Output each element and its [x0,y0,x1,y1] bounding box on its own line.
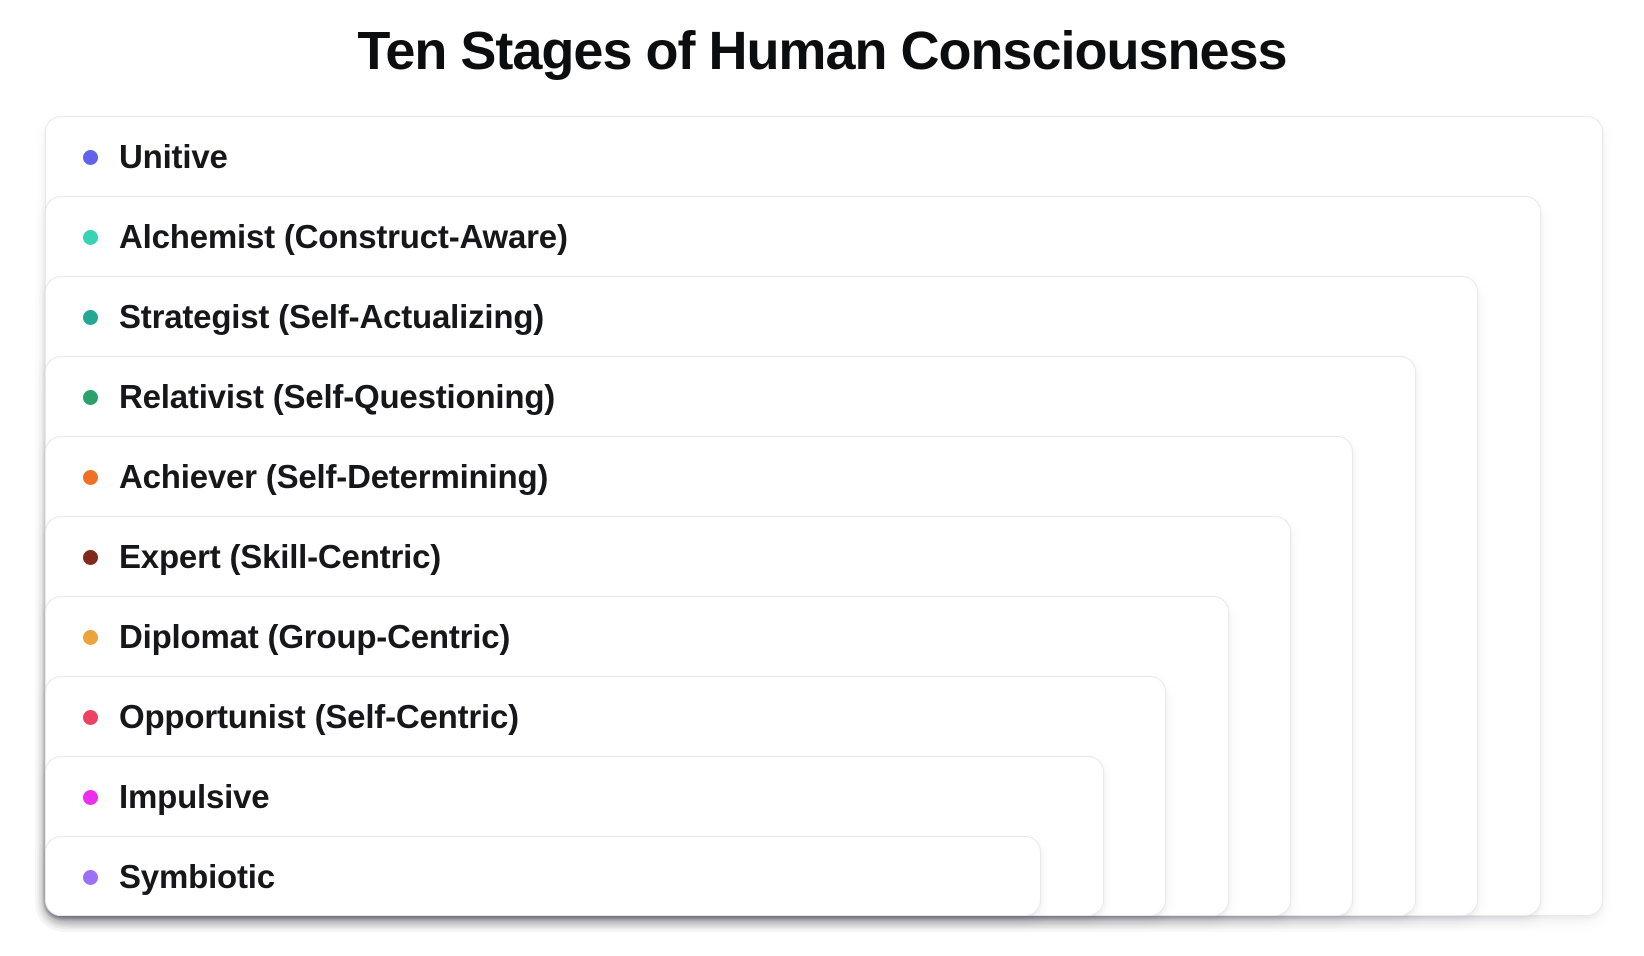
stage-label: Relativist (Self-Questioning) [119,378,556,415]
stage-dot [83,709,98,725]
stage-dot [83,389,98,405]
stage-header: Diplomat (Group-Centric) [46,597,1228,677]
nested-stages-diagram: Unitive Alchemist (Construct-Aware) Stra… [45,116,1603,916]
stage-label: Unitive [119,138,228,175]
stage-label: Expert (Skill-Centric) [119,538,442,575]
stage-header: Unitive [46,117,1602,197]
stage-label: Alchemist (Construct-Aware) [119,218,568,255]
stage-label: Achiever (Self-Determining) [119,458,549,495]
stage-label: Symbiotic [119,858,275,895]
stage-header: Relativist (Self-Questioning) [46,357,1415,437]
stage-label: Impulsive [119,778,270,815]
stage-header: Achiever (Self-Determining) [46,437,1352,517]
stage-box-symbiotic: Symbiotic [45,836,1042,917]
stage-header: Strategist (Self-Actualizing) [46,277,1477,357]
stage-dot [83,869,98,885]
stage-dot [83,309,98,325]
stage-header: Expert (Skill-Centric) [46,517,1290,597]
stage-dot [83,549,98,565]
stage-header: Opportunist (Self-Centric) [46,677,1165,757]
stage-dot [83,229,98,245]
stage-label: Opportunist (Self-Centric) [119,698,519,735]
stage-label: Strategist (Self-Actualizing) [119,298,545,335]
page-title: Ten Stages of Human Consciousness [357,21,1287,81]
stage-label: Diplomat (Group-Centric) [119,618,511,655]
stage-dot [83,629,98,645]
stage-dot [83,469,98,485]
stage-dot [83,789,98,805]
stage-header: Alchemist (Construct-Aware) [46,197,1540,277]
stage-header: Symbiotic [46,837,1040,917]
stage-dot [83,149,98,165]
stage-header: Impulsive [46,757,1103,837]
